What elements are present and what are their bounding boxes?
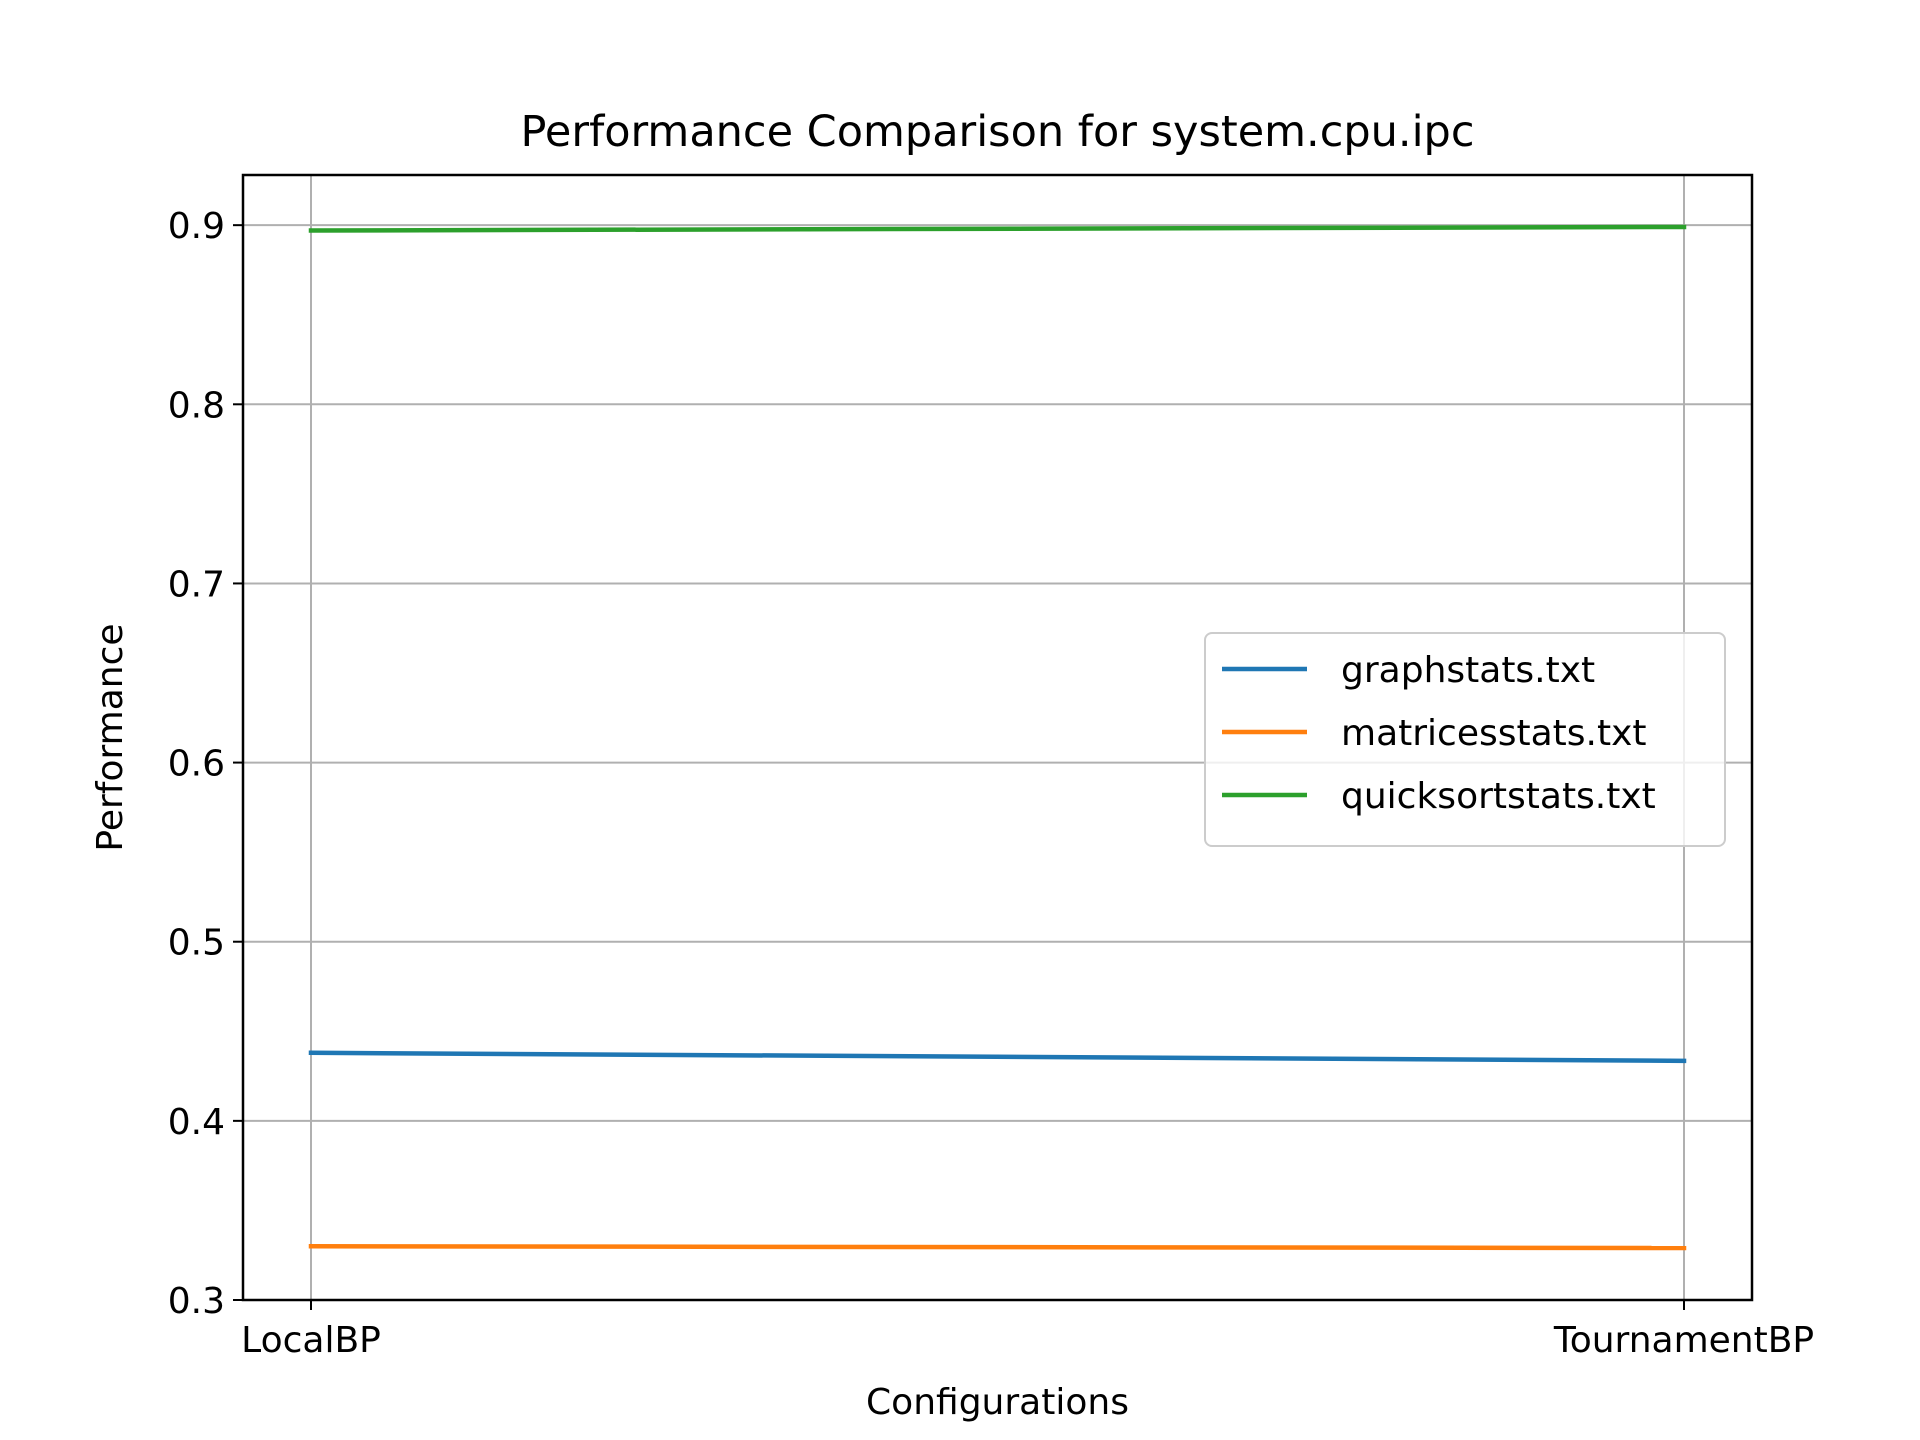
- plot-area-frame: [241, 173, 1754, 1302]
- x-axis-label: Configurations: [866, 1382, 1129, 1423]
- axis-ticks: 0.3 0.4 0.5 0.6 0.7 0.8 0.9 LocalBP TournamentBP: [168, 206, 1814, 1361]
- y-tick-label: 0.8: [168, 385, 225, 426]
- y-axis-label: Performance: [90, 623, 131, 851]
- legend-box: [1204, 632, 1726, 847]
- legend-label-1: matricesstats.txt: [1341, 713, 1647, 754]
- series-line-1: [308, 1244, 1687, 1251]
- y-tick-label: 0.3: [168, 1281, 225, 1322]
- legend-label-0: graphstats.txt: [1341, 650, 1595, 691]
- y-tick-label: 0.7: [168, 564, 225, 605]
- y-tick-label: 0.4: [168, 1102, 225, 1143]
- x-tick-label: LocalBP: [241, 1320, 381, 1361]
- series-lines: [308, 224, 1687, 1251]
- y-tick-label: 0.5: [168, 923, 225, 964]
- legend-label-2: quicksortstats.txt: [1341, 776, 1656, 817]
- y-tick-label: 0.9: [168, 206, 225, 247]
- series-line-2: [308, 224, 1687, 233]
- y-tick-label: 0.6: [168, 744, 225, 785]
- x-tick-label: TournamentBP: [1553, 1320, 1814, 1361]
- series-line-0: [308, 1050, 1687, 1064]
- legend: graphstats.txt matricesstats.txt quicksort…: [1204, 632, 1726, 847]
- chart-title: Performance Comparison for system.cpu.ip…: [521, 107, 1475, 157]
